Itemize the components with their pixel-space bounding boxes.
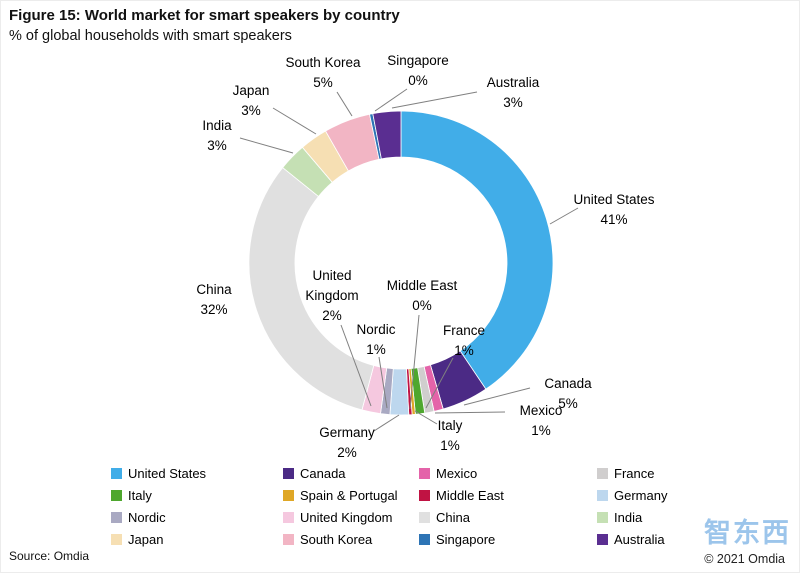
data-label-united-kingdom: United Kingdom 2% (305, 268, 358, 323)
legend-label: Spain & Portugal (300, 487, 398, 503)
donut-chart: United States 41% Canada 5%Mexico 1% France 1%… (196, 53, 654, 459)
legend-item-united-states: United States (111, 466, 283, 481)
legend-label: Germany (614, 487, 668, 503)
leader-line-italy (414, 410, 438, 425)
legend-label: France (614, 465, 655, 481)
legend-swatch-united-states (111, 467, 122, 479)
legend-swatch-japan (111, 533, 122, 545)
leader-line-nordic (378, 356, 388, 409)
legend-item-spain-portugal: Spain & Portugal (283, 488, 419, 503)
data-label-germany: Germany 2% (319, 425, 375, 459)
data-label-australia: Australia 3% (487, 75, 540, 110)
legend-label: United States (128, 465, 207, 481)
legend-label: Canada (300, 465, 346, 481)
legend-item-canada: Canada (283, 466, 419, 481)
legend-item-italy: Italy (111, 488, 283, 503)
leader-line-germany (373, 414, 400, 432)
legend-swatch-spain-portugal (283, 489, 294, 501)
copyright-note: © 2021 Omdia (704, 552, 785, 566)
legend-item-south-korea: South Korea (283, 532, 419, 547)
legend-label: Middle East (436, 487, 504, 503)
legend-swatch-india (597, 511, 608, 523)
data-label-nordic: Nordic 1% (356, 322, 395, 357)
legend-item-nordic: Nordic (111, 510, 283, 525)
chart-legend: United States Canada Mexico France Italy Spai… (111, 462, 717, 550)
legend-item-france: France (597, 466, 717, 481)
data-label-united-states: United States 41% (573, 192, 654, 227)
leader-line-mexico (434, 411, 506, 414)
legend-item-singapore: Singapore (419, 532, 597, 547)
legend-swatch-singapore (419, 533, 430, 545)
data-label-canada: Canada 5% (544, 376, 592, 411)
data-label-france: France 1% (443, 323, 485, 358)
legend-item-japan: Japan (111, 532, 283, 547)
legend-item-mexico: Mexico (419, 466, 597, 481)
legend-swatch-middle-east (419, 489, 430, 501)
legend-label: China (436, 509, 470, 525)
legend-swatch-france (597, 467, 608, 479)
leader-line-japan (272, 107, 317, 135)
data-label-italy: Italy 1% (438, 418, 463, 453)
leader-line-singapore (374, 88, 408, 112)
legend-label: Australia (614, 531, 665, 547)
legend-swatch-germany (597, 489, 608, 501)
legend-swatch-south-korea (283, 533, 294, 545)
legend-swatch-italy (111, 489, 122, 501)
leader-line-india (239, 137, 294, 154)
slice-china (248, 167, 375, 411)
legend-label: India (614, 509, 643, 525)
legend-label: United Kingdom (300, 509, 393, 525)
data-label-china: China 32% (196, 282, 232, 317)
leader-line-united-states (549, 207, 579, 225)
legend-item-india: India (597, 510, 717, 525)
leader-line-middle-east (409, 314, 420, 410)
legend-swatch-united-kingdom (283, 511, 294, 523)
legend-swatch-mexico (419, 467, 430, 479)
legend-swatch-china (419, 511, 430, 523)
legend-label: Singapore (436, 531, 496, 547)
data-label-singapore: Singapore 0% (387, 53, 449, 88)
watermark-logo: 智东西 (704, 518, 791, 548)
legend-swatch-australia (597, 533, 608, 545)
legend-label: Nordic (128, 509, 166, 525)
slice-united-states (400, 110, 554, 390)
legend-item-australia: Australia (597, 532, 717, 547)
legend-item-china: China (419, 510, 597, 525)
legend-label: Japan (128, 531, 164, 547)
slice-australia (372, 110, 402, 160)
leader-line-france (425, 357, 454, 409)
leader-line-canada (463, 387, 531, 406)
legend-label: South Korea (300, 531, 373, 547)
data-label-india: India 3% (202, 118, 232, 153)
legend-item-middle-east: Middle East (419, 488, 597, 503)
figure-title: Figure 15: World market for smart speake… (9, 7, 400, 24)
leader-line-south-korea (336, 91, 353, 117)
data-label-south-korea: South Korea 5% (285, 55, 361, 90)
leader-line-australia (391, 91, 478, 109)
data-label-japan: Japan 3% (233, 83, 270, 118)
figure-subtitle: % of global households with smart speake… (9, 28, 292, 44)
legend-label: Italy (128, 487, 152, 503)
leader-line-united-kingdom (340, 324, 372, 407)
data-label-middle-east: Middle East 0% (387, 278, 458, 313)
legend-swatch-canada (283, 467, 294, 479)
legend-swatch-nordic (111, 511, 122, 523)
legend-label: Mexico (436, 465, 478, 481)
source-note: Source: Omdia (9, 549, 90, 563)
legend-item-germany: Germany (597, 488, 717, 503)
legend-item-united-kingdom: United Kingdom (283, 510, 419, 525)
data-label-mexico: Mexico 1% (520, 403, 563, 438)
